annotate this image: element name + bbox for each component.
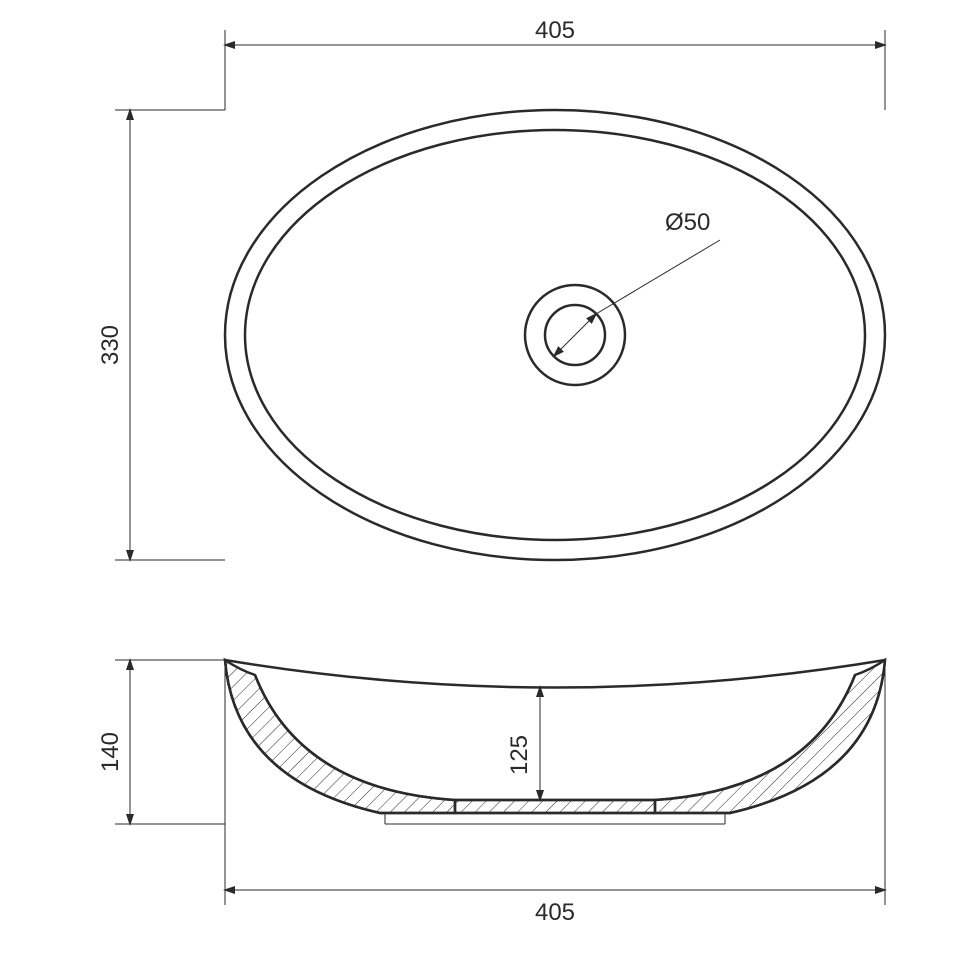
inner-ellipse <box>245 130 865 540</box>
top-rim-curve <box>225 660 885 688</box>
dim-width-top-label: 405 <box>535 17 575 44</box>
dim-width-bottom-label: 405 <box>535 899 575 926</box>
dim-inner-depth-label: 125 <box>506 735 533 775</box>
dim-height-top-label: 330 <box>97 325 124 365</box>
base-hatch <box>455 800 655 813</box>
top-view: 405 330 Ø50 <box>97 17 885 560</box>
outer-ellipse <box>225 110 885 560</box>
technical-drawing: 405 330 Ø50 <box>0 0 965 965</box>
dim-drain-diameter: Ø50 <box>554 209 720 356</box>
dim-height-side: 140 <box>97 660 225 824</box>
dim-width-top: 405 <box>225 17 885 110</box>
dim-inner-depth: 125 <box>506 687 555 800</box>
dim-drain-label: Ø50 <box>665 209 710 236</box>
dim-height-top: 330 <box>97 110 225 560</box>
dim-height-side-label: 140 <box>97 732 124 772</box>
side-view: 140 125 405 <box>97 660 885 926</box>
